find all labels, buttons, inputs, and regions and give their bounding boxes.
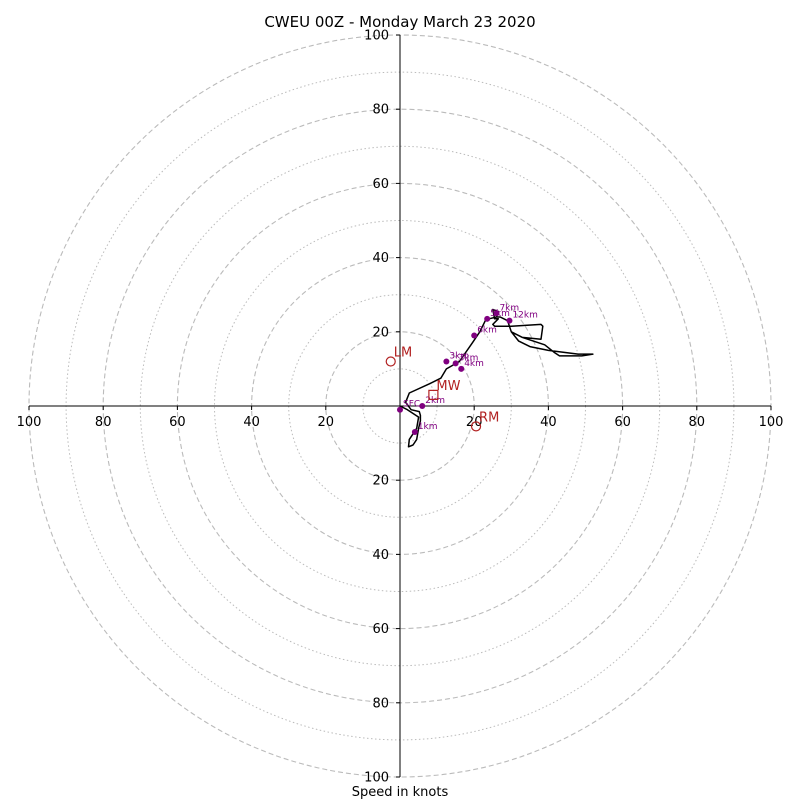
y-tick-labels: 100 80 60 40 20 20 40 60 80 100	[364, 29, 400, 786]
y-tick-label: 100	[364, 29, 389, 44]
x-tick-label: 20	[318, 415, 335, 430]
storm-motion-marker	[385, 356, 396, 367]
height-label: SFC	[403, 400, 420, 410]
y-tick-label: 40	[372, 548, 389, 563]
height-label: 12km	[512, 311, 537, 321]
x-tick-label: 100	[759, 415, 784, 430]
x-tick-labels: 100 80 60 40 20 20 40 60 80 100	[17, 406, 784, 430]
y-tick-label: 40	[372, 251, 389, 266]
storm-motion-marker	[470, 421, 482, 432]
x-tick-label: 40	[243, 415, 260, 430]
storm-motion-markers: LM RM MW	[385, 345, 499, 432]
height-label: 2km	[425, 396, 445, 406]
height-marker	[397, 406, 403, 413]
y-tick-label: 60	[372, 622, 389, 637]
height-label: 1km	[418, 422, 438, 432]
height-marker	[419, 403, 426, 409]
y-tick-label: 20	[372, 474, 389, 489]
chart-title: CWEU 00Z - Monday March 23 2020	[264, 13, 535, 31]
height-label: 3km	[459, 353, 479, 363]
wind-trace-line	[399, 308, 594, 448]
height-marker	[452, 360, 459, 367]
y-tick-label: 60	[372, 177, 389, 192]
height-marker	[458, 365, 465, 372]
y-tick-label: 80	[372, 696, 389, 711]
y-tick-label: 80	[372, 103, 389, 118]
height-label: 7km	[499, 303, 519, 313]
storm-motion-label: MW	[436, 379, 460, 394]
height-label: 3km	[449, 351, 469, 361]
height-marker	[411, 428, 418, 435]
y-tick-label: 100	[364, 771, 389, 786]
x-tick-label: 100	[17, 415, 42, 430]
height-label: 5km	[490, 309, 510, 319]
height-label: 6km	[477, 326, 497, 336]
storm-motion-marker	[428, 389, 439, 400]
height-marker	[484, 315, 491, 322]
x-tick-label: 60	[614, 415, 631, 430]
storm-motion-label: RM	[479, 410, 499, 425]
y-tick-label: 20	[372, 325, 389, 340]
height-marker	[443, 358, 450, 365]
x-tick-label: 80	[689, 415, 706, 430]
x-tick-label: 80	[95, 415, 112, 430]
storm-motion-label: LM	[394, 345, 412, 360]
height-marker	[493, 310, 500, 317]
height-label: 4km	[464, 359, 484, 369]
x-axis-label: Speed in knots	[352, 785, 449, 800]
x-tick-label: 40	[540, 415, 557, 430]
height-marker	[471, 332, 478, 339]
height-marker	[506, 317, 513, 324]
x-tick-label: 60	[169, 415, 186, 430]
